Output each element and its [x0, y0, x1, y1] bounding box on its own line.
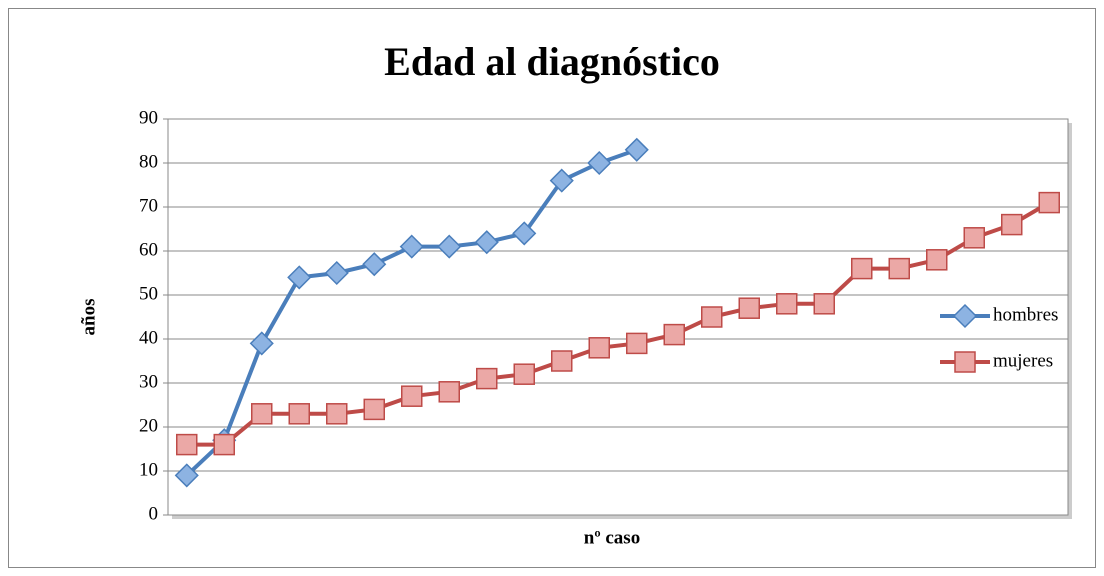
- x-axis-label: nº caso: [584, 527, 640, 548]
- plot-area: [167, 118, 1069, 516]
- y-tick-label: 30: [139, 371, 158, 392]
- data-point: [1001, 213, 1023, 236]
- data-point: [363, 398, 385, 421]
- data-point: [174, 463, 199, 488]
- y-tick-label: 50: [139, 283, 158, 304]
- data-point: [399, 234, 424, 259]
- data-point: [476, 367, 498, 390]
- data-point: [326, 403, 348, 425]
- data-point: [624, 137, 649, 162]
- y-tick-label: 70: [139, 195, 158, 216]
- data-point: [738, 297, 760, 319]
- data-point: [1038, 191, 1060, 214]
- legend-marker: [954, 351, 976, 373]
- data-point: [888, 257, 910, 280]
- y-tick-label: 90: [139, 107, 158, 128]
- y-tick-label: 0: [149, 503, 159, 524]
- data-point: [287, 265, 312, 290]
- y-tick-label: 20: [139, 415, 158, 436]
- data-point: [626, 332, 648, 355]
- data-point: [249, 331, 274, 356]
- data-point: [362, 252, 387, 277]
- y-axis-label: años: [78, 299, 99, 336]
- y-tick-label: 60: [139, 239, 158, 260]
- data-point: [776, 293, 798, 315]
- data-point: [474, 230, 499, 255]
- legend-label: hombres: [993, 304, 1058, 325]
- data-point: [549, 168, 574, 193]
- data-point: [926, 249, 948, 271]
- data-point: [588, 337, 610, 359]
- y-tick-label: 40: [139, 327, 158, 348]
- data-point: [513, 363, 535, 385]
- data-point: [437, 234, 462, 259]
- data-point: [813, 293, 835, 315]
- data-point: [587, 150, 612, 176]
- data-point: [551, 350, 573, 372]
- data-point: [176, 433, 198, 456]
- chart-title: Edad al diagnóstico: [384, 39, 720, 84]
- data-point: [324, 260, 349, 286]
- data-point: [963, 227, 985, 249]
- data-point: [213, 433, 235, 456]
- legend-label: mujeres: [993, 350, 1053, 371]
- data-point: [663, 323, 685, 346]
- data-point: [251, 403, 273, 425]
- y-tick-label: 10: [139, 459, 158, 480]
- data-point: [401, 385, 423, 407]
- data-point: [288, 403, 310, 425]
- data-point: [438, 381, 460, 403]
- data-point: [512, 221, 537, 246]
- data-point: [701, 306, 723, 328]
- data-point: [851, 257, 873, 280]
- legend-marker: [952, 303, 978, 329]
- y-tick-label: 80: [139, 151, 158, 172]
